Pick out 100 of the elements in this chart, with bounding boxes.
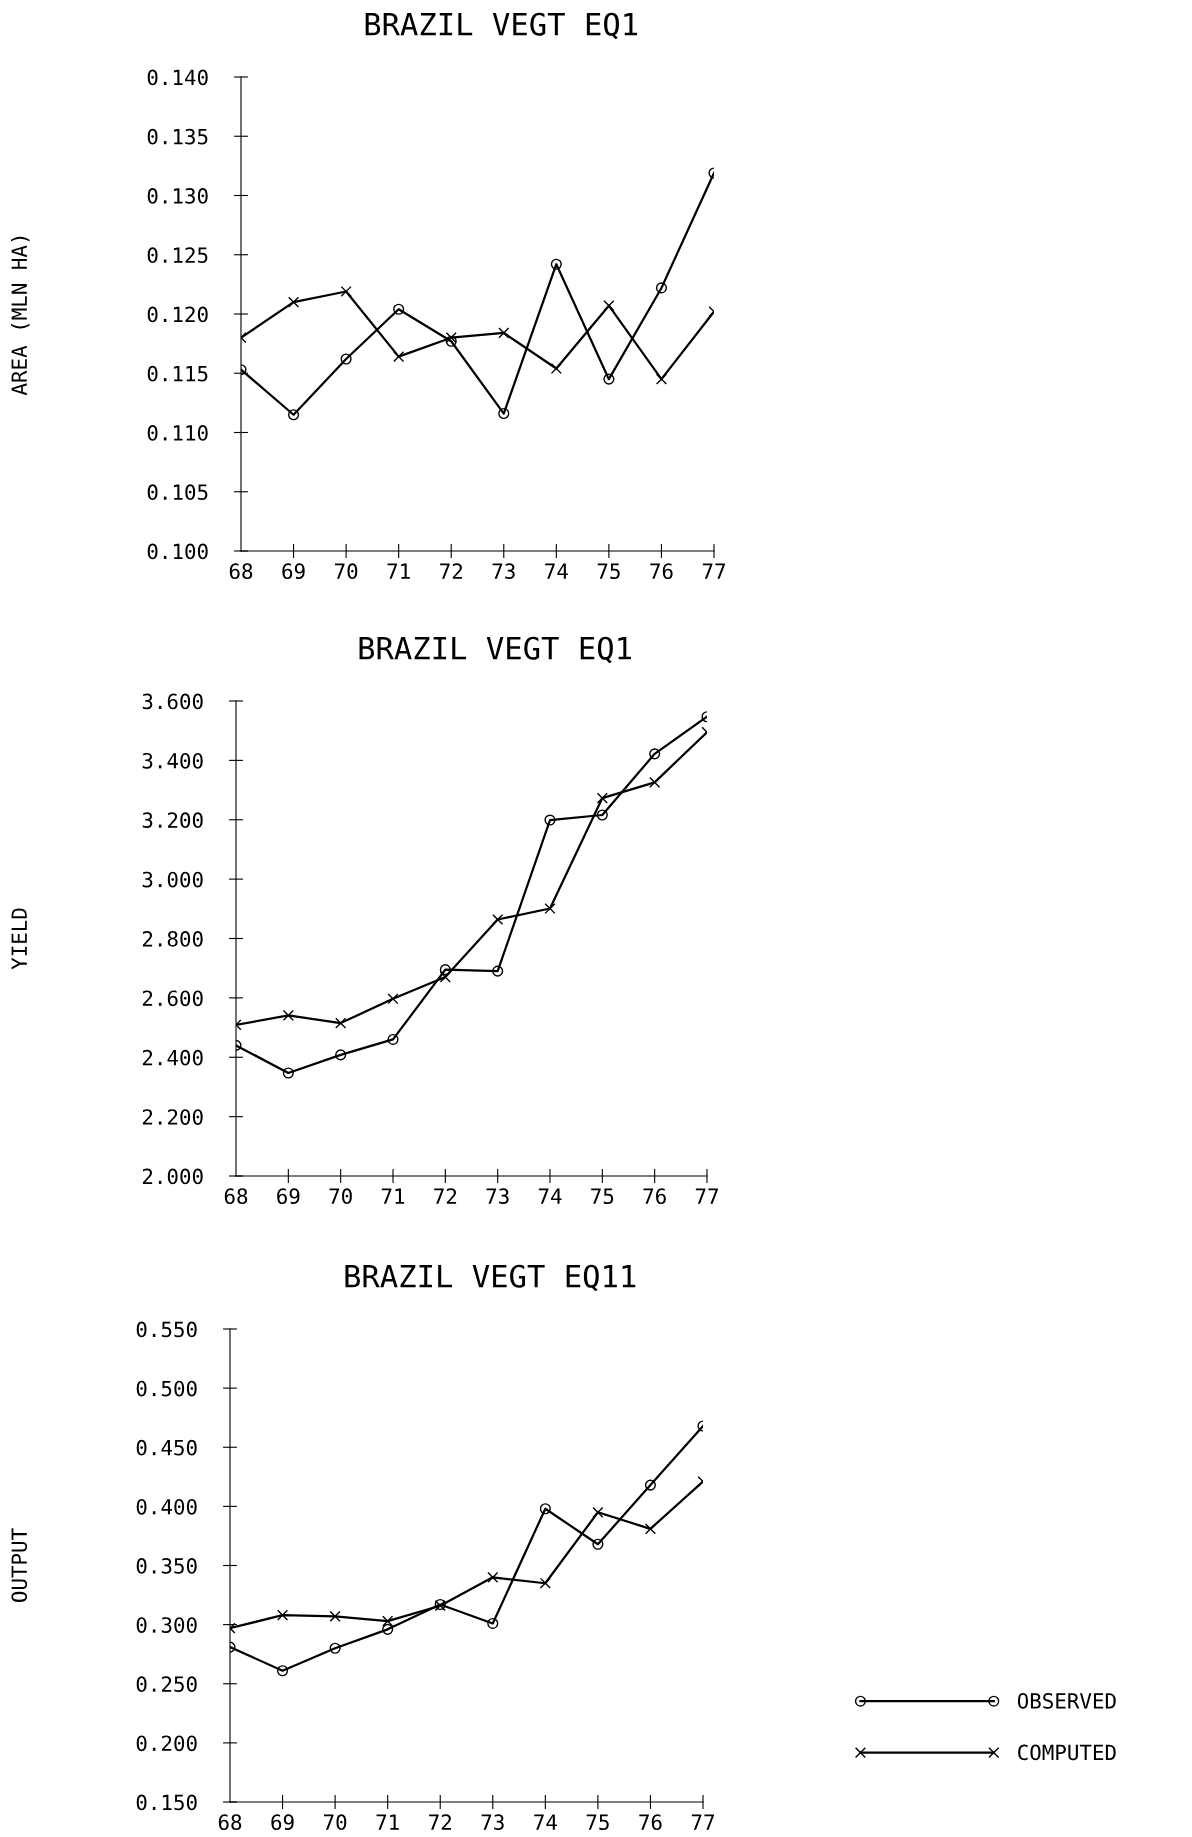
y-tick-label: 0.500 <box>136 1380 197 1397</box>
y-tick-label: 0.140 <box>147 69 208 86</box>
x-tick-label: 71 <box>387 563 410 579</box>
point <box>382 1623 394 1635</box>
x-tick-label: 71 <box>376 1814 399 1830</box>
x-tick-label: 77 <box>695 1188 718 1204</box>
point <box>287 409 300 421</box>
x-tick-label: 75 <box>586 1814 609 1831</box>
x-tick-label: 77 <box>691 1814 714 1830</box>
point <box>655 373 668 385</box>
point <box>544 814 556 826</box>
point <box>439 964 451 976</box>
point <box>329 1610 341 1622</box>
point <box>382 1615 394 1627</box>
x-tick-label: 74 <box>534 1814 557 1830</box>
point <box>498 327 510 339</box>
point <box>498 407 510 420</box>
y-tick-label: 2.800 <box>142 931 203 947</box>
y-tick-label: 0.105 <box>147 484 208 501</box>
x-tick-label: 76 <box>650 563 673 580</box>
point <box>539 1577 551 1589</box>
point <box>487 1617 499 1630</box>
point <box>649 748 661 760</box>
point <box>550 258 562 270</box>
y-tick-label: 2.000 <box>142 1168 203 1185</box>
y-tick-label: 0.250 <box>136 1676 197 1693</box>
x-tick-label: 68 <box>218 1814 242 1831</box>
chart-title: BRAZIL VEGT EQ1 <box>359 636 631 664</box>
y-tick-label: 0.115 <box>147 365 208 382</box>
point <box>487 1571 499 1583</box>
point <box>340 353 352 365</box>
point <box>287 296 300 308</box>
point <box>492 965 504 977</box>
point <box>492 913 504 926</box>
y-tick-label: 3.200 <box>142 812 203 829</box>
x-tick-label: 73 <box>481 1814 504 1831</box>
point <box>644 1523 657 1535</box>
y-tick-label: 2.400 <box>142 1049 203 1066</box>
chart-title: BRAZIL VEGT EQ11 <box>345 1264 636 1292</box>
y-tick-label: 0.100 <box>147 543 208 560</box>
y-tick-label: 0.110 <box>147 425 208 441</box>
point <box>644 1479 657 1491</box>
x-tick-label: 72 <box>429 1814 451 1830</box>
point <box>603 300 615 312</box>
point <box>596 809 608 821</box>
y-tick-label: 3.400 <box>142 752 203 769</box>
point <box>603 373 615 385</box>
point <box>393 351 405 363</box>
point <box>282 1067 294 1079</box>
point <box>276 1609 289 1621</box>
point <box>550 362 562 375</box>
point <box>655 282 668 294</box>
y-axis-title: YIELD <box>11 908 27 970</box>
y-tick-label: 0.130 <box>147 188 208 204</box>
point <box>544 902 556 915</box>
point <box>282 1009 294 1021</box>
point <box>329 1642 341 1654</box>
y-tick-label: 0.300 <box>136 1617 197 1633</box>
x-tick-label: 72 <box>434 1188 457 1204</box>
x-tick-label: 69 <box>277 1188 300 1205</box>
y-tick-label: 0.550 <box>136 1321 197 1338</box>
point <box>592 1506 604 1518</box>
y-tick-label: 2.600 <box>142 990 203 1007</box>
y-tick-label: 0.350 <box>136 1558 197 1574</box>
x-tick-label: 76 <box>639 1814 662 1831</box>
point <box>649 776 661 788</box>
x-tick-label: 68 <box>229 563 253 580</box>
y-tick-label: 0.150 <box>136 1794 197 1811</box>
x-tick-label: 77 <box>702 563 725 579</box>
x-tick-label: 69 <box>282 563 305 580</box>
y-axis-title: OUTPUT <box>11 1528 28 1602</box>
point <box>335 1049 347 1061</box>
x-tick-label: 75 <box>591 1188 614 1205</box>
y-tick-label: 0.450 <box>136 1439 197 1456</box>
x-tick-label: 69 <box>271 1814 294 1831</box>
y-tick-label: 0.400 <box>136 1498 197 1515</box>
point <box>340 285 352 298</box>
point <box>387 1033 399 1045</box>
y-tick-label: 3.600 <box>142 693 203 710</box>
y-tick-label: 0.200 <box>136 1735 197 1752</box>
point <box>539 1503 551 1515</box>
x-tick-label: 74 <box>545 563 568 579</box>
y-tick-label: 3.000 <box>142 871 203 888</box>
legend-label: OBSERVED <box>1017 1693 1116 1709</box>
point <box>439 971 451 983</box>
x-tick-label: 70 <box>334 563 358 580</box>
x-tick-label: 71 <box>381 1188 405 1204</box>
point <box>276 1665 289 1677</box>
y-tick-label: 0.120 <box>147 306 208 323</box>
y-axis-title: AREA (MLN HA) <box>11 236 30 396</box>
x-tick-label: 68 <box>224 1188 248 1205</box>
x-tick-label: 73 <box>492 563 515 580</box>
point <box>387 993 399 1005</box>
y-tick-label: 0.135 <box>147 128 208 145</box>
y-tick-label: 0.125 <box>147 247 208 264</box>
x-tick-label: 74 <box>538 1188 562 1204</box>
point <box>393 303 405 315</box>
point <box>335 1017 347 1029</box>
point <box>596 792 608 804</box>
legend-label: COMPUTED <box>1018 1744 1116 1761</box>
